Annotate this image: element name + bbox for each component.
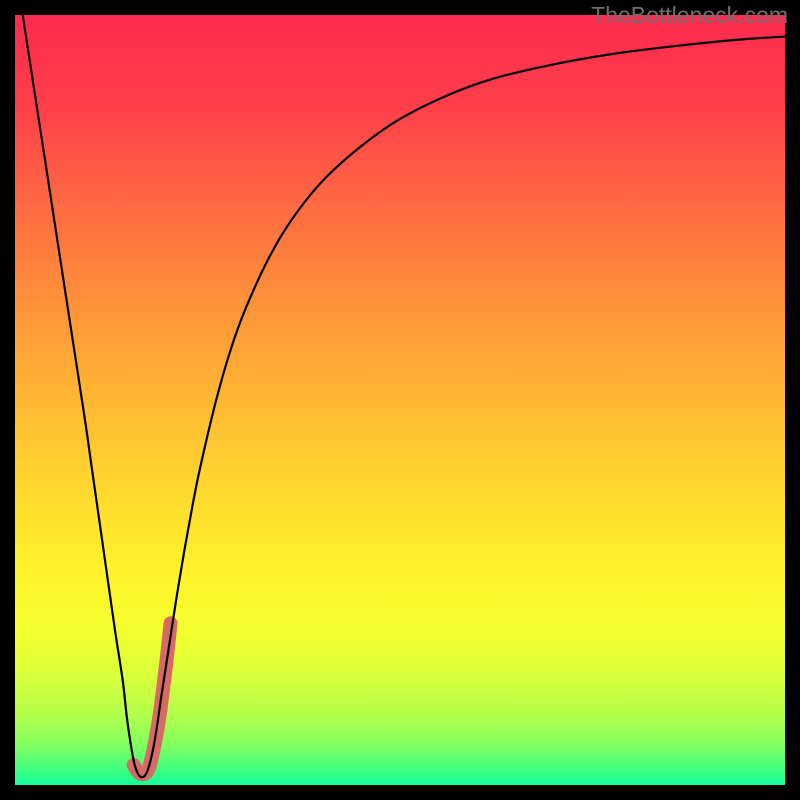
bottleneck-curve [23,15,785,777]
watermark-text: TheBottleneck.com [591,2,788,29]
chart-root: TheBottleneck.com [0,0,800,800]
bottleneck-curve-chart [15,15,785,785]
